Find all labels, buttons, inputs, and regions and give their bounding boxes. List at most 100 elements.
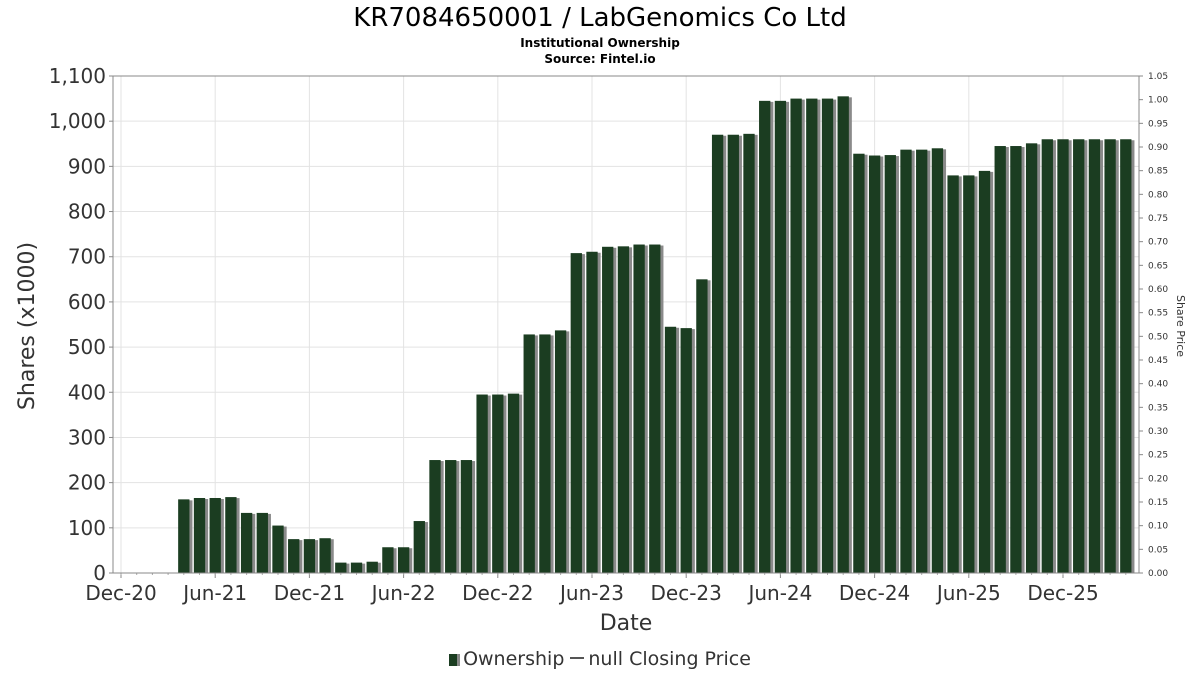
x-tick-label: Jun-24 xyxy=(746,581,812,605)
bar xyxy=(963,175,975,573)
bar xyxy=(178,499,190,573)
chart-title: KR7084650001 / LabGenomics Co Ltd xyxy=(353,3,847,33)
y2-tick-label: 0.05 xyxy=(1148,545,1168,555)
bar xyxy=(978,170,991,573)
x-tick-label: Jun-25 xyxy=(935,581,1001,605)
bar xyxy=(272,525,284,573)
bar xyxy=(1041,139,1053,573)
bar xyxy=(617,246,630,573)
bar xyxy=(900,149,912,573)
y-axis-label: Shares (x1000) xyxy=(15,242,40,410)
x-tick-label: Dec-22 xyxy=(462,581,533,605)
bar xyxy=(1025,143,1038,573)
bar xyxy=(1057,139,1069,573)
bar xyxy=(240,512,253,573)
y2-tick-label: 0.10 xyxy=(1148,522,1168,532)
x-tick-label: Dec-24 xyxy=(839,581,910,605)
bar xyxy=(413,521,425,573)
y-tick-label: 1,000 xyxy=(49,109,106,133)
bar xyxy=(445,460,457,573)
y-tick-label: 500 xyxy=(68,335,106,359)
bar xyxy=(397,547,410,573)
bar xyxy=(853,153,865,574)
bar xyxy=(711,134,724,573)
x-tick-label: Jun-23 xyxy=(558,581,624,605)
bar xyxy=(759,100,771,573)
bar xyxy=(916,149,928,573)
bar xyxy=(1120,139,1132,573)
bar xyxy=(790,98,802,573)
y-tick-label: 600 xyxy=(68,290,106,314)
y2-tick-label: 0.55 xyxy=(1148,309,1168,319)
y-tick-label: 900 xyxy=(68,154,106,178)
y2-tick-label: 0.65 xyxy=(1148,261,1168,271)
x-axis-label: Date xyxy=(600,611,653,636)
y-tick-label: 100 xyxy=(68,516,106,540)
x-tick-label: Dec-20 xyxy=(85,581,156,605)
legend: Ownership null Closing Price xyxy=(0,648,1200,670)
bar xyxy=(947,175,959,573)
bar xyxy=(303,539,316,573)
y2-tick-label: 0.25 xyxy=(1148,451,1168,461)
bar xyxy=(523,334,535,573)
chart-subtitle: Institutional Ownership xyxy=(520,36,680,50)
y-tick-label: 400 xyxy=(68,380,106,404)
bar xyxy=(821,98,834,573)
y-tick-label: 700 xyxy=(68,245,106,269)
ownership-chart: 0 100 200 300 400 500 600 700 800 900 1,000 1,100 0… xyxy=(15,64,1187,636)
bar xyxy=(539,334,551,573)
bar xyxy=(727,134,739,573)
y2-tick-label: 0.80 xyxy=(1148,190,1168,200)
bar xyxy=(931,148,944,574)
bar xyxy=(1104,139,1116,573)
y2-tick-label: 0.70 xyxy=(1148,238,1168,248)
price-line-icon xyxy=(570,657,585,659)
bar xyxy=(633,244,645,573)
y-tick-label: 300 xyxy=(68,425,106,449)
y2-tick-label: 0.20 xyxy=(1148,474,1168,484)
plot-border xyxy=(112,75,1140,574)
y2-tick-labels: 0.00 0.05 0.10 0.15 0.20 0.25 0.30 0.35 0.40 0.45… xyxy=(1148,72,1168,579)
bar xyxy=(507,393,520,573)
y-tick-label: 1,100 xyxy=(49,64,106,88)
bar xyxy=(335,562,347,573)
y-tick-label: 0 xyxy=(93,561,106,585)
y2-tick-label: 0.15 xyxy=(1148,498,1168,508)
bar xyxy=(570,253,582,573)
bar xyxy=(602,246,614,573)
bar xyxy=(774,100,787,573)
bar xyxy=(382,547,394,573)
y2-tick-label: 0.95 xyxy=(1148,119,1168,129)
bar xyxy=(868,155,881,573)
y-tick-labels: 0 100 200 300 400 500 600 700 800 900 1,000 1,100 xyxy=(49,64,106,585)
bar xyxy=(837,96,849,573)
y2-tick-label: 1.00 xyxy=(1148,96,1168,106)
y2-tick-label: 0.60 xyxy=(1148,285,1168,295)
bar xyxy=(429,460,441,573)
y2-tick-label: 0.90 xyxy=(1148,143,1168,153)
bar xyxy=(319,538,331,573)
bars xyxy=(178,96,1135,574)
bar xyxy=(209,497,221,573)
x-tick-labels: Dec-20 Jun-21 Dec-21 Jun-22 Dec-22 Jun-23 Dec-… xyxy=(85,581,1098,605)
bar xyxy=(884,155,896,573)
bar xyxy=(994,146,1006,574)
bar xyxy=(1073,139,1085,573)
y2-tick-label: 0.00 xyxy=(1148,569,1168,579)
legend-ownership: Ownership xyxy=(463,648,565,670)
y2-tick-label: 0.85 xyxy=(1148,167,1168,177)
y2-tick-label: 0.30 xyxy=(1148,427,1168,437)
bar xyxy=(350,562,363,573)
bar xyxy=(696,279,708,573)
x-tick-label: Dec-21 xyxy=(274,581,345,605)
bar xyxy=(554,330,567,573)
x-tick-label: Jun-22 xyxy=(370,581,436,605)
bar xyxy=(460,460,473,573)
y2-tick-label: 0.45 xyxy=(1148,356,1168,366)
y2-tick-label: 0.75 xyxy=(1148,214,1168,224)
y2-axis-label: Share Price xyxy=(1174,295,1187,357)
chart-source: Source: Fintel.io xyxy=(544,52,656,66)
y-tick-label: 200 xyxy=(68,471,106,495)
ownership-swatch-icon xyxy=(449,654,461,666)
bar xyxy=(193,497,206,573)
